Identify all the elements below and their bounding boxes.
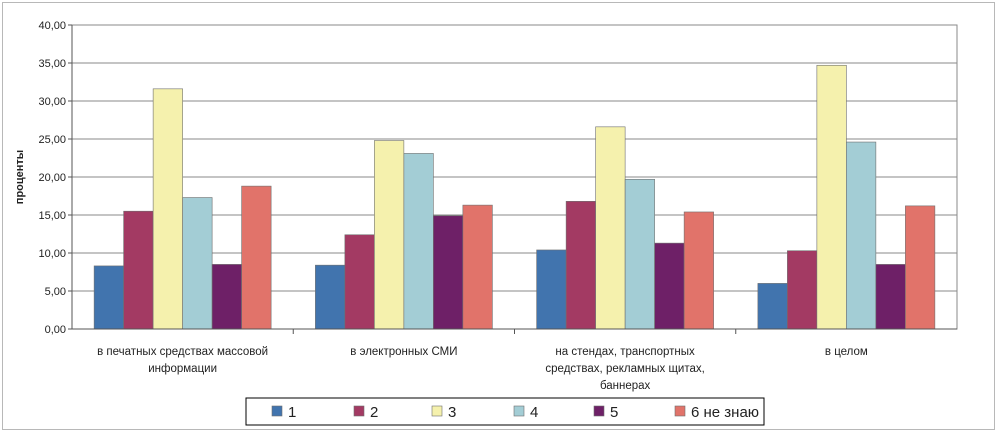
bar [374,140,405,330]
y-tick-label: 0,00 [45,324,66,336]
bar [624,178,655,330]
legend-label: 1 [288,404,296,421]
y-axis-label: проценты [14,150,26,204]
legend-swatch [353,405,365,417]
legend-box [245,397,765,426]
x-tick-label: в электронных СМИ [350,346,457,358]
bar [654,242,685,330]
bar [211,264,242,330]
bar [757,283,788,330]
bar [433,215,464,330]
legend-swatch [674,405,686,417]
x-tick-label: информации [148,363,217,375]
legend-swatch [593,405,605,417]
bar [875,264,906,330]
bar [123,210,154,330]
legend-swatch [513,405,525,417]
y-tick-label: 5,00 [45,286,66,298]
legend-label: 6 не знаю [691,404,759,421]
bar [182,197,213,330]
y-tick-label: 25,00 [38,134,66,146]
bar [93,265,124,330]
x-tick-label: средствах, рекламных щитах, [545,363,704,375]
bar [536,249,567,330]
legend-label: 5 [610,404,618,421]
bar [403,153,434,330]
bar [315,264,346,330]
legend-swatch [431,405,443,417]
bar [595,126,626,330]
bar [241,185,272,330]
bar [787,250,818,330]
legend-label: 4 [530,404,538,421]
bar [905,205,936,330]
legend-swatch [271,405,283,417]
y-tick-label: 40,00 [38,20,66,32]
bar [152,88,183,330]
legend-label: 2 [370,404,378,421]
bar [846,141,877,330]
y-tick-label: 15,00 [38,210,66,222]
x-tick-label: баннерах [600,380,651,392]
legend: 1 2 3 4 5 6 не знаю [245,397,765,426]
bar [683,211,714,330]
y-tick-label: 10,00 [38,248,66,260]
bars-layer [93,64,936,330]
axis-layer: 0,00 5,00 10,00 15,00 20,00 25,00 30,00 35,00 40… [14,20,957,392]
y-tick-label: 20,00 [38,172,66,184]
legend-label: 3 [448,404,456,421]
x-tick-label: на стендах, транспортных [555,346,695,358]
y-tick-label: 35,00 [38,58,66,70]
bar [565,201,596,330]
bar [816,64,847,330]
x-tick-label: в целом [825,346,868,358]
bar [344,234,375,330]
y-tick-label: 30,00 [38,96,66,108]
x-tick-label: в печатных средствах массовой [97,346,268,358]
bar [462,204,493,330]
